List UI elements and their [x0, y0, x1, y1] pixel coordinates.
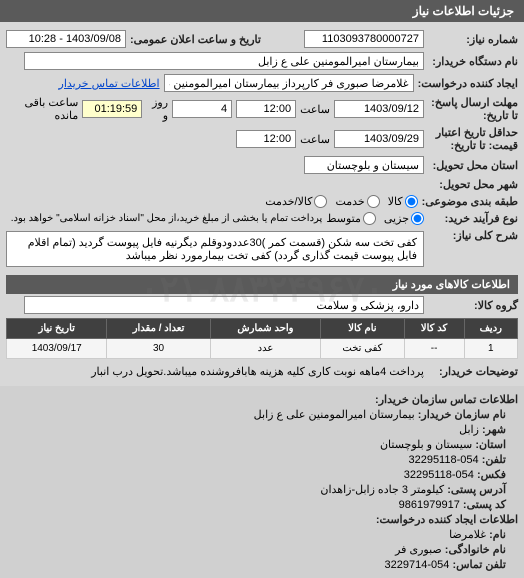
- deadline-label: مهلت ارسال پاسخ: تا تاریخ:: [428, 96, 518, 122]
- category-radio-both[interactable]: کالا/خدمت: [265, 195, 327, 208]
- contact-province-value: سیستان و بلوچستان: [380, 439, 472, 451]
- category-radio-both-label: کالا/خدمت: [265, 195, 312, 208]
- category-radio-service-label: خدمت: [335, 195, 364, 208]
- buyer-notes-label: توضیحات خریدار:: [428, 365, 518, 378]
- category-radio-both-input[interactable]: [314, 195, 327, 208]
- contact-fax-value: 054-32295118: [404, 469, 474, 481]
- goods-group-label: گروه کالا:: [428, 299, 518, 312]
- goods-table: ردیف کد کالا نام کالا واحد شمارش تعداد /…: [6, 318, 518, 359]
- col-name: نام کالا: [321, 319, 404, 339]
- request-number-input[interactable]: [304, 30, 424, 48]
- buyer-notes-text: پرداخت 4ماهه نوبت کاری کلیه هزینه هابافر…: [91, 365, 424, 378]
- validity-time-label: ساعت: [300, 133, 330, 146]
- deadline-remaining-label: ساعت باقی مانده: [6, 96, 78, 122]
- contact-fax-label: فکس:: [477, 469, 506, 481]
- cell-row: 1: [464, 339, 517, 359]
- contact-address-label: آدرس پستی:: [447, 484, 506, 496]
- cell-unit: عدد: [210, 339, 321, 359]
- category-radio-kala[interactable]: کالا: [388, 195, 418, 208]
- validity-label: حداقل تاریخ اعتبار قیمت: تا تاریخ:: [428, 126, 518, 152]
- validity-date-input[interactable]: [334, 130, 424, 148]
- col-qty: تعداد / مقدار: [107, 319, 210, 339]
- main-form-panel: شماره نیاز: تاریخ و ساعت اعلان عمومی: نا…: [0, 22, 524, 386]
- device-name-input[interactable]: [24, 52, 424, 70]
- process-radio-medium[interactable]: متوسط: [326, 212, 376, 225]
- requester-name-label: نام:: [489, 529, 506, 541]
- process-radio-medium-label: متوسط: [326, 212, 361, 225]
- deadline-label-2: تا تاریخ:: [483, 110, 518, 122]
- process-radio-minor[interactable]: جزیی: [384, 212, 424, 225]
- contact-city-value: زابل: [459, 424, 479, 436]
- category-label: طبقه بندی موضوعی:: [422, 195, 518, 208]
- requester-phone-value: 054-3229714: [385, 559, 450, 571]
- process-label: نوع فرآیند خرید:: [428, 212, 518, 225]
- req-desc-label: شرح کلی نیاز:: [428, 229, 518, 242]
- category-radio-service[interactable]: خدمت: [335, 195, 379, 208]
- announce-date-input[interactable]: [6, 30, 126, 48]
- req-desc-box: کفی تخت سه شکن (قسمت کمر )30عددودوقلم دی…: [6, 231, 424, 267]
- goods-section-header: اطلاعات کالاهای مورد نیاز: [6, 275, 518, 294]
- table-row[interactable]: 1 -- کفی تخت عدد 30 1403/09/17: [7, 339, 518, 359]
- creator-label: ایجاد کننده درخواست:: [418, 77, 518, 90]
- deadline-days-label: روز و: [146, 96, 168, 122]
- col-date: تاریخ نیاز: [7, 319, 107, 339]
- requester-family-label: نام خانوادگی:: [445, 544, 506, 556]
- category-radio-kala-label: کالا: [388, 195, 403, 208]
- process-radio-group: جزیی متوسط: [326, 212, 424, 225]
- process-radio-minor-input[interactable]: [411, 212, 424, 225]
- process-radio-minor-label: جزیی: [384, 212, 409, 225]
- province-label: استان محل تحویل:: [428, 159, 518, 172]
- province-input[interactable]: [304, 156, 424, 174]
- device-name-label: نام دستگاه خریدار:: [428, 55, 518, 68]
- process-note: پرداخت تمام یا بخشی از مبلغ خرید،از محل …: [11, 213, 323, 224]
- request-number-label: شماره نیاز:: [428, 33, 518, 46]
- deadline-label-1: مهلت ارسال پاسخ:: [431, 97, 518, 109]
- requester-title: اطلاعات ایجاد کننده درخواست:: [376, 514, 518, 526]
- requester-family-value: صبوری فر: [395, 544, 442, 556]
- goods-group-input[interactable]: [24, 296, 424, 314]
- col-row: ردیف: [464, 319, 517, 339]
- contact-city-label: شهر:: [482, 424, 506, 436]
- cell-name: کفی تخت: [321, 339, 404, 359]
- cell-code: --: [404, 339, 464, 359]
- contact-province-label: استان:: [475, 439, 506, 451]
- deadline-time-input[interactable]: [236, 100, 296, 118]
- deadline-remaining-input: [82, 100, 142, 118]
- requester-name-value: غلامرضا: [449, 529, 486, 541]
- deadline-time-label: ساعت: [300, 103, 330, 116]
- deadline-date-input[interactable]: [334, 100, 424, 118]
- cell-qty: 30: [107, 339, 210, 359]
- validity-label-1: حداقل تاریخ اعتبار: [436, 127, 518, 139]
- announce-date-label: تاریخ و ساعت اعلان عمومی:: [130, 33, 261, 46]
- cell-date: 1403/09/17: [7, 339, 107, 359]
- page-header: جزئیات اطلاعات نیاز: [0, 0, 524, 22]
- requester-phone-label: تلفن تماس:: [452, 559, 506, 571]
- col-code: کد کالا: [404, 319, 464, 339]
- contact-postal-value: 9861979917: [399, 499, 460, 511]
- category-radio-service-input[interactable]: [367, 195, 380, 208]
- contact-title: اطلاعات تماس سازمان خریدار:: [375, 394, 518, 406]
- creator-input[interactable]: [164, 74, 414, 92]
- org-name-value: بیمارستان امیرالمومنین علی ع زابل: [254, 409, 415, 421]
- contact-phone-value: 054-32295118: [408, 454, 478, 466]
- col-unit: واحد شمارش: [210, 319, 321, 339]
- contact-link[interactable]: اطلاعات تماس خریدار: [59, 77, 160, 90]
- validity-label-2: قیمت: تا تاریخ:: [451, 140, 518, 152]
- contact-info-section: اطلاعات تماس سازمان خریدار: نام سازمان خ…: [0, 386, 524, 578]
- contact-phone-label: تلفن:: [482, 454, 506, 466]
- validity-time-input[interactable]: [236, 130, 296, 148]
- table-header-row: ردیف کد کالا نام کالا واحد شمارش تعداد /…: [7, 319, 518, 339]
- contact-address-value: کیلومتر 3 جاده زابل-زاهدان: [320, 484, 444, 496]
- process-radio-medium-input[interactable]: [363, 212, 376, 225]
- category-radio-kala-input[interactable]: [405, 195, 418, 208]
- deadline-days-input[interactable]: [172, 100, 232, 118]
- category-radio-group: کالا خدمت کالا/خدمت: [265, 195, 417, 208]
- org-name-label: نام سازمان خریدار:: [418, 409, 506, 421]
- city-label: شهر محل تحویل:: [428, 178, 518, 191]
- contact-postal-label: کد پستی:: [463, 499, 506, 511]
